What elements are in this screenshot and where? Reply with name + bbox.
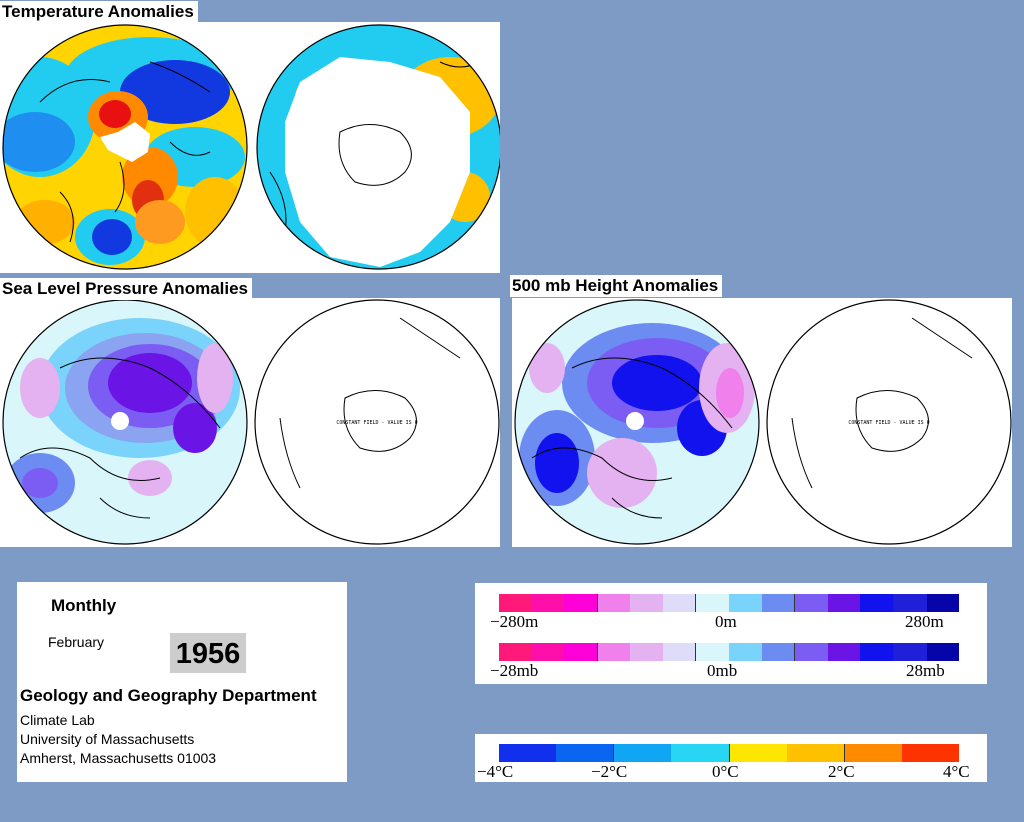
height-swatch <box>695 594 730 612</box>
temperature-panel <box>0 22 500 273</box>
temp-label-m2: −2°C <box>591 762 628 781</box>
pressure-label-zero: 0mb <box>707 661 738 680</box>
pressure-swatch <box>761 643 795 661</box>
pressure-swatch <box>892 643 927 661</box>
h500-anomaly-map <box>515 300 759 544</box>
height-colorbar <box>499 594 960 612</box>
temp-label-m4: −4°C <box>477 762 514 781</box>
year-label: 1956 <box>170 633 246 673</box>
pressure-label-max: 28mb <box>906 661 945 680</box>
height-label-max: 280m <box>905 612 944 631</box>
temperature-swatch <box>671 744 729 762</box>
height-swatch <box>794 594 828 612</box>
temperature-colorbar <box>499 744 959 762</box>
temperature-swatch <box>556 744 614 762</box>
pressure-swatch <box>926 643 960 661</box>
temp-label-p4: 4°C <box>943 762 970 781</box>
slp-maps: CONSTANT FIELD - VALUE IS 0 <box>2 299 500 545</box>
pressure-swatch <box>531 643 565 661</box>
temp-label-0: 0°C <box>712 762 739 781</box>
height-pressure-legend: −280m 0m 280m −28mb 0mb 28mb <box>475 583 987 684</box>
height-swatch <box>729 594 762 612</box>
slp-constant-field-label: CONSTANT FIELD - VALUE IS 0 <box>336 420 417 426</box>
pressure-swatch <box>499 643 532 661</box>
pressure-swatch <box>564 643 597 661</box>
pressure-swatch <box>630 643 663 661</box>
temperature-swatch <box>728 744 787 762</box>
pressure-swatch <box>596 643 631 661</box>
height-swatch <box>892 594 927 612</box>
height-label-min: −280m <box>490 612 539 631</box>
height-swatch <box>596 594 631 612</box>
temperature-title: Temperature Anomalies <box>0 1 198 23</box>
pressure-swatch <box>794 643 828 661</box>
temperature-sh-map <box>257 25 500 269</box>
height-swatch <box>926 594 960 612</box>
temperature-swatch <box>499 744 557 762</box>
pressure-label-min: −28mb <box>490 661 539 680</box>
height-swatch <box>499 594 532 612</box>
temperature-swatch <box>786 744 844 762</box>
pressure-swatch <box>695 643 730 661</box>
temperature-maps <box>2 24 500 270</box>
department-label: Geology and Geography Department <box>20 686 317 705</box>
height-swatch <box>630 594 663 612</box>
pressure-swatch <box>860 643 893 661</box>
h500-maps: CONSTANT FIELD - VALUE IS 0 <box>514 299 1012 545</box>
month-label: February <box>48 634 105 650</box>
height-swatch <box>827 594 861 612</box>
info-box: Monthly February 1956 Geology and Geogra… <box>17 582 347 782</box>
height-label-zero: 0m <box>715 612 737 631</box>
temp-label-p2: 2°C <box>828 762 855 781</box>
height-swatch <box>662 594 696 612</box>
temperature-swatch <box>901 744 959 762</box>
pressure-colorbar <box>499 643 960 661</box>
h500-panel: CONSTANT FIELD - VALUE IS 0 <box>512 298 1012 547</box>
slp-panel: CONSTANT FIELD - VALUE IS 0 <box>0 298 500 547</box>
lab-label: Climate Lab <box>20 712 95 728</box>
address-label: Amherst, Massachusetts 01003 <box>20 750 217 766</box>
height-swatch <box>761 594 795 612</box>
height-swatch <box>531 594 565 612</box>
pressure-swatch <box>729 643 762 661</box>
university-label: University of Massachusetts <box>20 731 195 747</box>
h500-title: 500 mb Height Anomalies <box>510 275 723 297</box>
temperature-swatch <box>613 744 672 762</box>
h500-constant-field-label: CONSTANT FIELD - VALUE IS 0 <box>848 420 929 426</box>
period-label: Monthly <box>51 596 117 615</box>
height-swatch <box>860 594 893 612</box>
slp-title: Sea Level Pressure Anomalies <box>0 278 253 300</box>
slp-anomaly-map <box>3 300 247 544</box>
height-swatch <box>564 594 597 612</box>
temperature-legend: −4°C −2°C 0°C 2°C 4°C <box>475 734 987 782</box>
pressure-swatch <box>662 643 696 661</box>
temperature-swatch <box>843 744 902 762</box>
pressure-swatch <box>827 643 861 661</box>
